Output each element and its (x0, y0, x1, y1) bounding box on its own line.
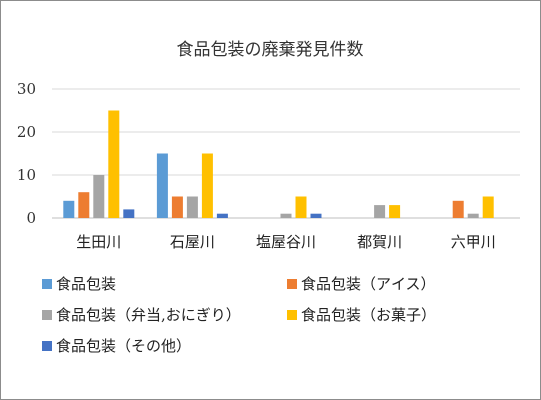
x-category-label: 生田川 (76, 233, 121, 251)
legend-label: 食品包装（その他） (56, 337, 191, 355)
bar (78, 192, 90, 218)
x-category-label: 塩屋谷川 (256, 233, 316, 251)
bar (123, 209, 135, 218)
y-tick-label: 20 (17, 123, 36, 141)
bar (295, 196, 307, 218)
bar (389, 205, 401, 218)
chart-title: 食品包装の廃棄発見件数 (177, 40, 364, 60)
legend-label: 食品包装（弁当,おにぎり） (56, 306, 241, 324)
bar (374, 205, 386, 218)
legend-swatch (42, 279, 52, 289)
bar (467, 213, 479, 218)
bar (310, 213, 322, 218)
bar (201, 153, 213, 218)
legend-swatch (287, 279, 297, 289)
bar (216, 213, 228, 218)
bar (156, 153, 168, 218)
bar (108, 110, 120, 218)
legend-swatch (42, 341, 52, 351)
bar (280, 213, 292, 218)
bar (452, 200, 464, 218)
legend-swatch (42, 310, 52, 320)
y-tick-label: 10 (17, 166, 36, 184)
bar (482, 196, 494, 218)
y-tick-label: 30 (17, 80, 36, 98)
x-category-label: 石屋川 (170, 233, 215, 251)
bar (186, 196, 198, 218)
x-category-label: 六甲川 (451, 233, 496, 251)
legend-swatch (287, 310, 297, 320)
bar (93, 175, 105, 218)
y-tick-label: 0 (26, 209, 36, 227)
bar (63, 200, 75, 218)
legend-label: 食品包装 (56, 275, 116, 293)
x-category-label: 都賀川 (357, 233, 402, 251)
bar (171, 196, 183, 218)
legend-label: 食品包装（アイス） (301, 275, 436, 293)
legend-label: 食品包装（お菓子） (301, 306, 436, 324)
